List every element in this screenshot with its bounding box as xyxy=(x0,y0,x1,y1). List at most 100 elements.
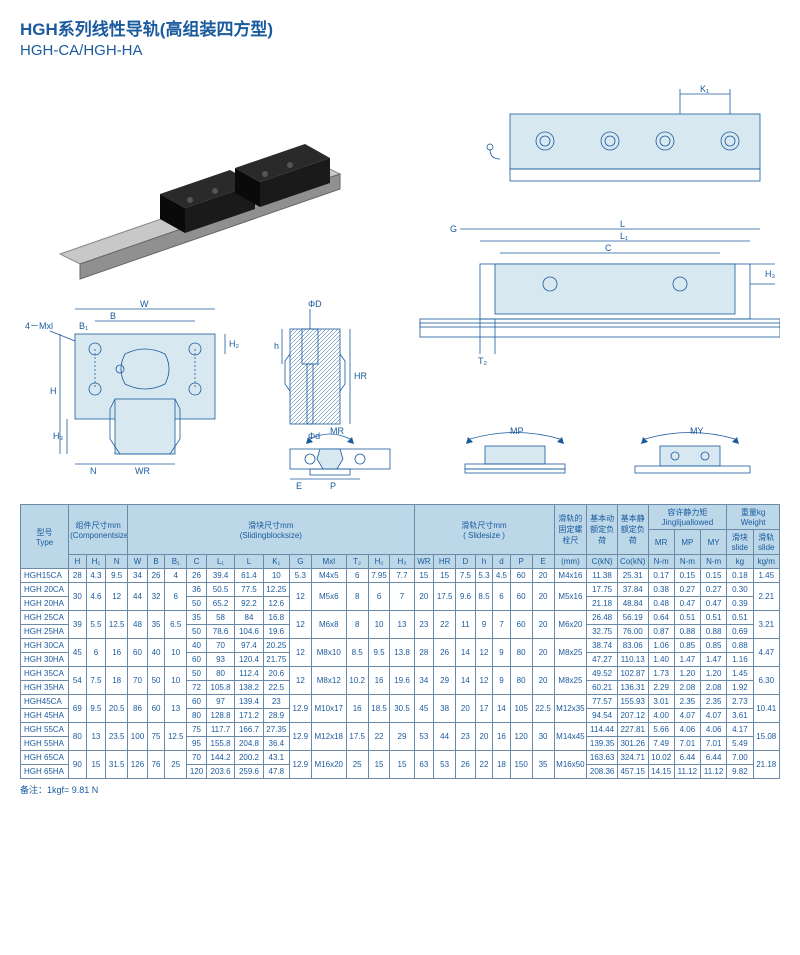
data-cell: 112.4 xyxy=(235,667,263,681)
data-cell: 19.6 xyxy=(263,625,289,639)
hdr-slide: 滑轨尺寸mm( Slidesize ) xyxy=(414,505,554,555)
col-hdr: H₂ xyxy=(368,555,390,569)
svg-text:L₁: L₁ xyxy=(620,231,628,241)
data-cell: 40 xyxy=(187,639,207,653)
data-cell: 25 xyxy=(346,751,368,779)
col-hdr: Co(kN) xyxy=(617,555,648,569)
data-cell: 0.51 xyxy=(674,611,700,625)
type-cell: HGH 45HA xyxy=(21,709,69,723)
data-cell: 50 xyxy=(187,625,207,639)
col-hdr: kg/m xyxy=(753,555,780,569)
data-cell: 144.2 xyxy=(206,751,234,765)
data-cell: 155.93 xyxy=(617,695,648,709)
hdr-mr: MR xyxy=(648,530,674,555)
data-cell: 171.2 xyxy=(235,709,263,723)
data-cell: 37.84 xyxy=(617,583,648,597)
data-cell: M14x45 xyxy=(554,723,587,751)
data-cell: 15 xyxy=(368,751,390,779)
data-cell: 5.66 xyxy=(648,723,674,737)
data-cell: 6.5 xyxy=(165,611,187,639)
data-cell: 47.27 xyxy=(587,653,618,667)
data-cell: 53 xyxy=(434,751,456,779)
data-cell: 38 xyxy=(434,695,456,723)
svg-text:h: h xyxy=(274,341,279,351)
col-hdr: N xyxy=(106,555,128,569)
data-cell: 13 xyxy=(390,611,414,639)
data-cell: 7.01 xyxy=(701,737,727,751)
data-cell: 12 xyxy=(106,583,128,611)
data-cell: 4.06 xyxy=(701,723,727,737)
svg-text:K₁: K₁ xyxy=(700,84,709,94)
data-cell: 15 xyxy=(414,569,434,583)
data-cell: 29 xyxy=(434,667,456,695)
data-cell: 5.49 xyxy=(727,737,753,751)
data-cell: 80 xyxy=(510,639,532,667)
data-cell: 9 xyxy=(493,667,510,695)
data-cell: 9.6 xyxy=(456,583,476,611)
svg-text:T₂: T₂ xyxy=(478,356,487,366)
data-cell: 6 xyxy=(346,569,368,583)
data-cell: 102.87 xyxy=(617,667,648,681)
data-cell: 120.4 xyxy=(235,653,263,667)
data-cell: 22 xyxy=(434,611,456,639)
data-cell: 120 xyxy=(510,723,532,751)
data-cell: 10 xyxy=(165,639,187,667)
data-cell: 4.3 xyxy=(86,569,106,583)
data-cell: 43.1 xyxy=(263,751,289,765)
data-cell: 78.6 xyxy=(206,625,234,639)
data-cell: M6x8 xyxy=(311,611,346,639)
data-cell: 100 xyxy=(128,723,148,751)
data-cell: 15 xyxy=(86,751,106,779)
data-cell: 0.64 xyxy=(648,611,674,625)
data-cell: 6 xyxy=(493,583,510,611)
data-cell: 60 xyxy=(187,653,207,667)
col-hdr: C(kN) xyxy=(587,555,618,569)
data-cell: 20 xyxy=(532,639,554,667)
data-cell: 12 xyxy=(475,639,492,667)
data-cell: 21.75 xyxy=(263,653,289,667)
data-cell: 28 xyxy=(69,569,86,583)
data-cell: 75 xyxy=(147,723,164,751)
data-cell: M5x16 xyxy=(554,583,587,611)
data-cell: 1.92 xyxy=(727,681,753,695)
data-cell: 95 xyxy=(187,737,207,751)
col-hdr: HR xyxy=(434,555,456,569)
data-cell: 26 xyxy=(434,639,456,667)
data-cell: 9 xyxy=(475,611,492,639)
table-header: 型号Type 组件尺寸mm(Componentsize) 滑块尺寸mm(Slid… xyxy=(21,505,780,569)
data-cell: 60 xyxy=(187,695,207,709)
data-cell: 139.35 xyxy=(587,737,618,751)
data-cell: 457.15 xyxy=(617,765,648,779)
col-hdr: L₁ xyxy=(206,555,234,569)
table-row: HGH 25CA395.512.548356.535588416.812M6x8… xyxy=(21,611,780,625)
data-cell: 20 xyxy=(532,569,554,583)
col-hdr: W xyxy=(128,555,148,569)
col-hdr: Mxl xyxy=(311,555,346,569)
data-cell: M16x50 xyxy=(554,751,587,779)
data-cell: 94.54 xyxy=(587,709,618,723)
hdr-mp: MP xyxy=(674,530,700,555)
data-cell: 1.47 xyxy=(701,653,727,667)
data-cell: 20.5 xyxy=(106,695,128,723)
data-cell: 301.26 xyxy=(617,737,648,751)
data-cell: 4.00 xyxy=(648,709,674,723)
data-cell: 45 xyxy=(69,639,86,667)
data-cell: 6 xyxy=(368,583,390,611)
data-cell: 80 xyxy=(206,667,234,681)
data-cell: 29 xyxy=(390,723,414,751)
spec-table: 型号Type 组件尺寸mm(Componentsize) 滑块尺寸mm(Slid… xyxy=(20,504,780,779)
col-hdr: B xyxy=(147,555,164,569)
data-cell: M12x18 xyxy=(311,723,346,751)
svg-text:N: N xyxy=(90,466,97,476)
data-cell: 3.21 xyxy=(753,611,780,639)
data-cell: 12.5 xyxy=(106,611,128,639)
data-cell: 23 xyxy=(456,723,476,751)
data-cell: 1.20 xyxy=(701,667,727,681)
data-cell: 20 xyxy=(414,583,434,611)
svg-text:P: P xyxy=(330,481,336,491)
data-cell: 97.4 xyxy=(235,639,263,653)
data-cell: 25.31 xyxy=(617,569,648,583)
data-cell: 12 xyxy=(289,611,311,639)
data-cell: 40 xyxy=(147,639,164,667)
footnote: 备注：1kgf= 9.81 N xyxy=(20,783,780,796)
